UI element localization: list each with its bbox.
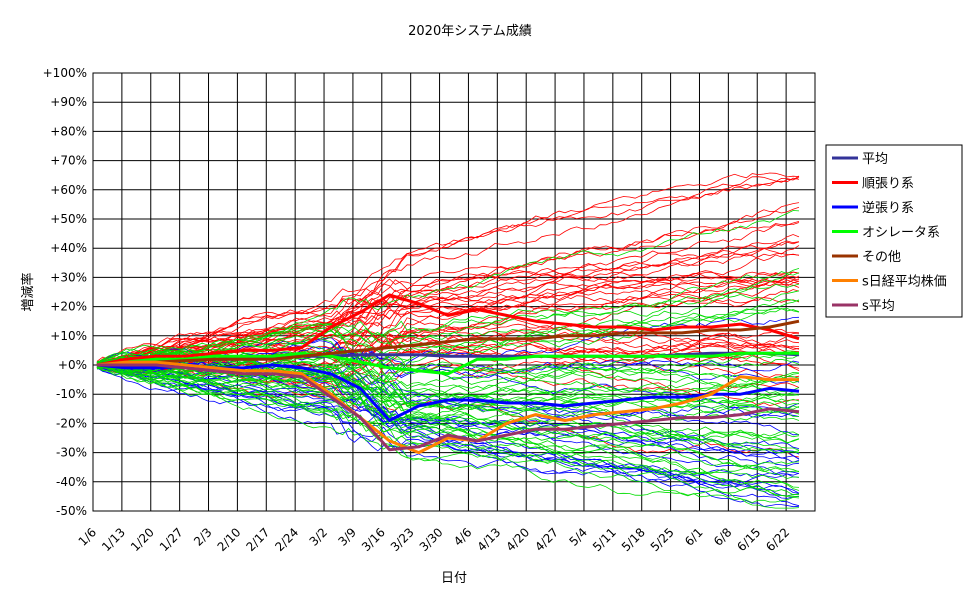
system-line xyxy=(96,175,800,363)
x-tick-label: 1/13 xyxy=(99,525,128,554)
system-line xyxy=(96,277,800,365)
series-line-1 xyxy=(96,293,800,367)
system-line xyxy=(96,365,799,497)
system-line xyxy=(96,272,800,366)
system-line xyxy=(96,222,800,365)
system-line xyxy=(96,241,800,366)
x-tick-label: 3/16 xyxy=(359,525,388,554)
x-tick-label: 2/24 xyxy=(272,525,301,554)
system-line xyxy=(96,365,800,496)
x-axis-ticks: 1/6 1/13 1/20 1/27 2/3 2/10 2/17 2/24 3/2 3/9 3/16… xyxy=(76,525,793,554)
y-tick-label: -40% xyxy=(56,475,87,489)
y-tick-label: +100% xyxy=(43,66,87,80)
series-line-4 xyxy=(96,319,800,367)
system-line xyxy=(96,362,800,507)
series-line-6 xyxy=(97,363,800,452)
y-tick-label: -50% xyxy=(56,504,87,518)
x-tick-label: 2/10 xyxy=(215,525,244,554)
system-line xyxy=(96,268,800,367)
x-tick-label: 4/6 xyxy=(451,525,475,549)
x-tick-label: 2/3 xyxy=(191,525,215,549)
system-line xyxy=(96,221,800,365)
x-tick-label: 5/25 xyxy=(648,525,677,554)
y-tick-label: +20% xyxy=(50,300,87,314)
y-tick-label: +10% xyxy=(50,329,87,343)
legend-label: 逆張り系 xyxy=(862,200,914,216)
system-line xyxy=(96,364,800,427)
system-line xyxy=(96,253,800,366)
x-tick-label: 1/20 xyxy=(128,525,157,554)
system-line xyxy=(96,210,800,365)
legend-label: オシレータ系 xyxy=(862,226,940,241)
x-tick-label: 6/15 xyxy=(734,525,763,554)
series-line-5 xyxy=(96,360,799,455)
x-tick-label: 3/30 xyxy=(417,525,446,554)
system-line xyxy=(96,367,800,451)
legend-label: s日経平均株価 xyxy=(862,275,947,290)
y-tick-label: -10% xyxy=(56,387,87,401)
system-line xyxy=(96,271,800,365)
system-line xyxy=(96,367,800,488)
x-tick-label: 1/6 xyxy=(76,525,100,549)
legend-label: 平均 xyxy=(862,152,888,167)
y-tick-label: -30% xyxy=(56,446,87,460)
system-line xyxy=(97,361,800,468)
y-axis-label: 増減率 xyxy=(20,272,36,311)
y-tick-label: +40% xyxy=(50,241,87,255)
system-line xyxy=(96,351,800,413)
chart-title: 2020年システム成績 xyxy=(408,24,532,39)
y-axis-ticks: +100% +90% +80% +70% +60% +50% +40% +30% +20% +10… xyxy=(43,66,87,518)
system-line xyxy=(96,177,800,364)
system-line xyxy=(96,202,800,367)
system-line xyxy=(96,367,800,467)
y-tick-label: +0% xyxy=(58,358,87,372)
system-line xyxy=(96,361,800,491)
x-tick-label: 2/17 xyxy=(243,525,272,554)
x-tick-label: 3/23 xyxy=(388,525,417,554)
series-lines xyxy=(96,293,800,455)
x-tick-label: 3/9 xyxy=(335,525,359,549)
x-tick-label: 5/4 xyxy=(567,525,591,549)
y-tick-label: +30% xyxy=(50,270,87,284)
system-line xyxy=(96,323,800,376)
y-tick-label: +80% xyxy=(50,124,87,138)
x-tick-label: 1/27 xyxy=(157,525,186,554)
x-tick-label: 5/18 xyxy=(619,525,648,554)
x-tick-label: 6/1 xyxy=(682,525,706,549)
y-tick-label: +70% xyxy=(50,154,87,168)
system-line xyxy=(96,252,800,364)
x-tick-label: 4/13 xyxy=(474,525,503,554)
legend-label: その他 xyxy=(862,250,901,265)
system-line xyxy=(96,361,800,499)
legend-label: 順張り系 xyxy=(862,177,914,192)
system-line xyxy=(96,245,800,363)
x-tick-label: 4/27 xyxy=(532,525,561,554)
x-tick-label: 4/20 xyxy=(503,525,532,554)
x-axis-label: 日付 xyxy=(441,571,467,586)
y-tick-label: -20% xyxy=(56,416,87,430)
system-line xyxy=(96,365,800,509)
x-tick-label: 6/8 xyxy=(711,525,735,549)
x-tick-label: 5/11 xyxy=(590,525,619,554)
x-tick-label: 6/22 xyxy=(763,525,792,554)
series-line-3 xyxy=(96,351,799,376)
y-tick-label: +90% xyxy=(50,95,87,109)
system-line xyxy=(96,363,800,475)
system-line xyxy=(96,367,800,455)
system-line xyxy=(96,364,800,479)
x-tick-label: 3/2 xyxy=(307,525,331,549)
legend-label: s平均 xyxy=(862,299,895,314)
system-line xyxy=(96,360,800,460)
system-line xyxy=(96,365,800,473)
y-tick-label: +60% xyxy=(50,183,87,197)
y-tick-label: +50% xyxy=(50,212,87,226)
system-line xyxy=(96,308,800,369)
